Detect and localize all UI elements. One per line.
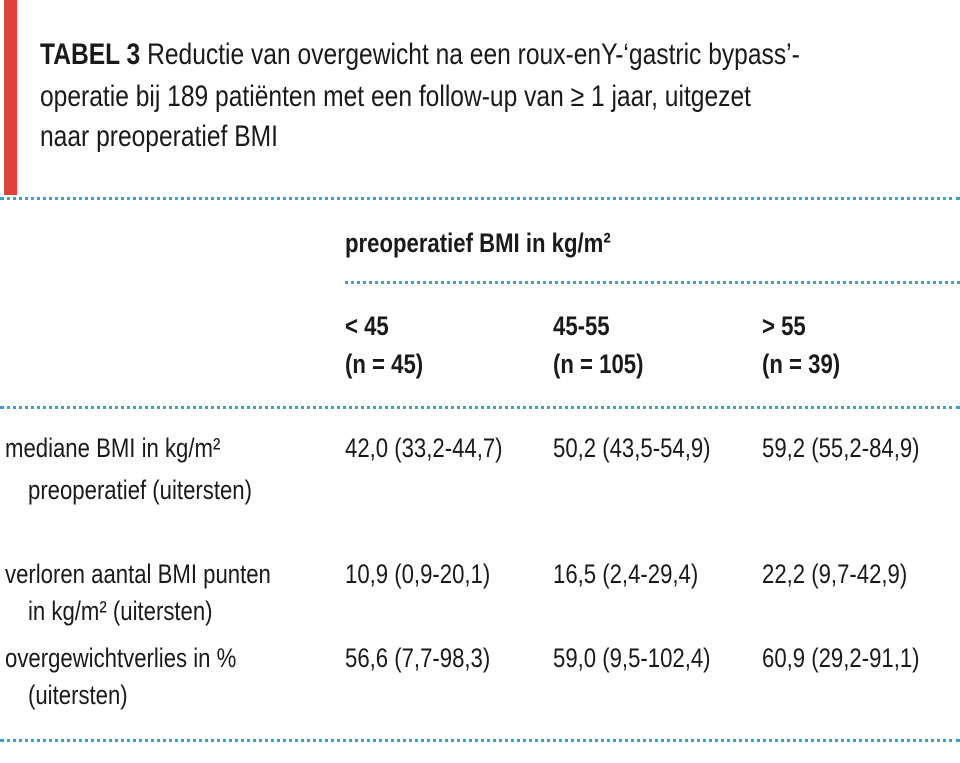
column-header: (n = 39)	[762, 349, 841, 379]
divider	[0, 406, 960, 409]
cell: 22,2 (9,7-42,9)	[762, 559, 908, 589]
divider	[0, 197, 960, 200]
column-header: > 55	[762, 311, 806, 341]
title-text: Reductie van overgewicht na een roux-enY…	[147, 38, 800, 71]
row-label: verloren aantal BMI punten	[5, 559, 271, 589]
title-text: naar preoperatief BMI	[40, 120, 278, 153]
cell: 42,0 (33,2-44,7)	[345, 433, 503, 463]
cell: 60,9 (29,2-91,1)	[762, 643, 920, 673]
divider	[0, 739, 960, 742]
column-header: 45-55	[553, 311, 610, 341]
row-label: mediane BMI in kg/m²	[5, 433, 221, 463]
column-header: (n = 105)	[553, 349, 644, 379]
cell: 10,9 (0,9-20,1)	[345, 559, 491, 589]
cell: 59,0 (9,5-102,4)	[553, 643, 711, 673]
row-label: (uitersten)	[28, 680, 128, 710]
cell: 59,2 (55,2-84,9)	[762, 433, 920, 463]
title-line: TABEL 3 Reductie van overgewicht na een …	[40, 40, 800, 70]
cell: 16,5 (2,4-29,4)	[553, 559, 699, 589]
divider	[345, 281, 960, 284]
row-label: overgewichtverlies in %	[5, 643, 237, 673]
column-header: (n = 45)	[345, 349, 424, 379]
group-header: preoperatief BMI in kg/m²	[345, 228, 611, 258]
title-text: operatie bij 189 patiënten met een follo…	[40, 80, 751, 113]
cell: 50,2 (43,5-54,9)	[553, 433, 711, 463]
accent-bar	[4, 0, 17, 195]
title-label: TABEL 3	[40, 38, 141, 71]
column-header: < 45	[345, 311, 389, 341]
row-label: in kg/m² (uitersten)	[28, 596, 213, 626]
cell: 56,6 (7,7-98,3)	[345, 643, 491, 673]
row-label: preoperatief (uitersten)	[28, 475, 252, 505]
